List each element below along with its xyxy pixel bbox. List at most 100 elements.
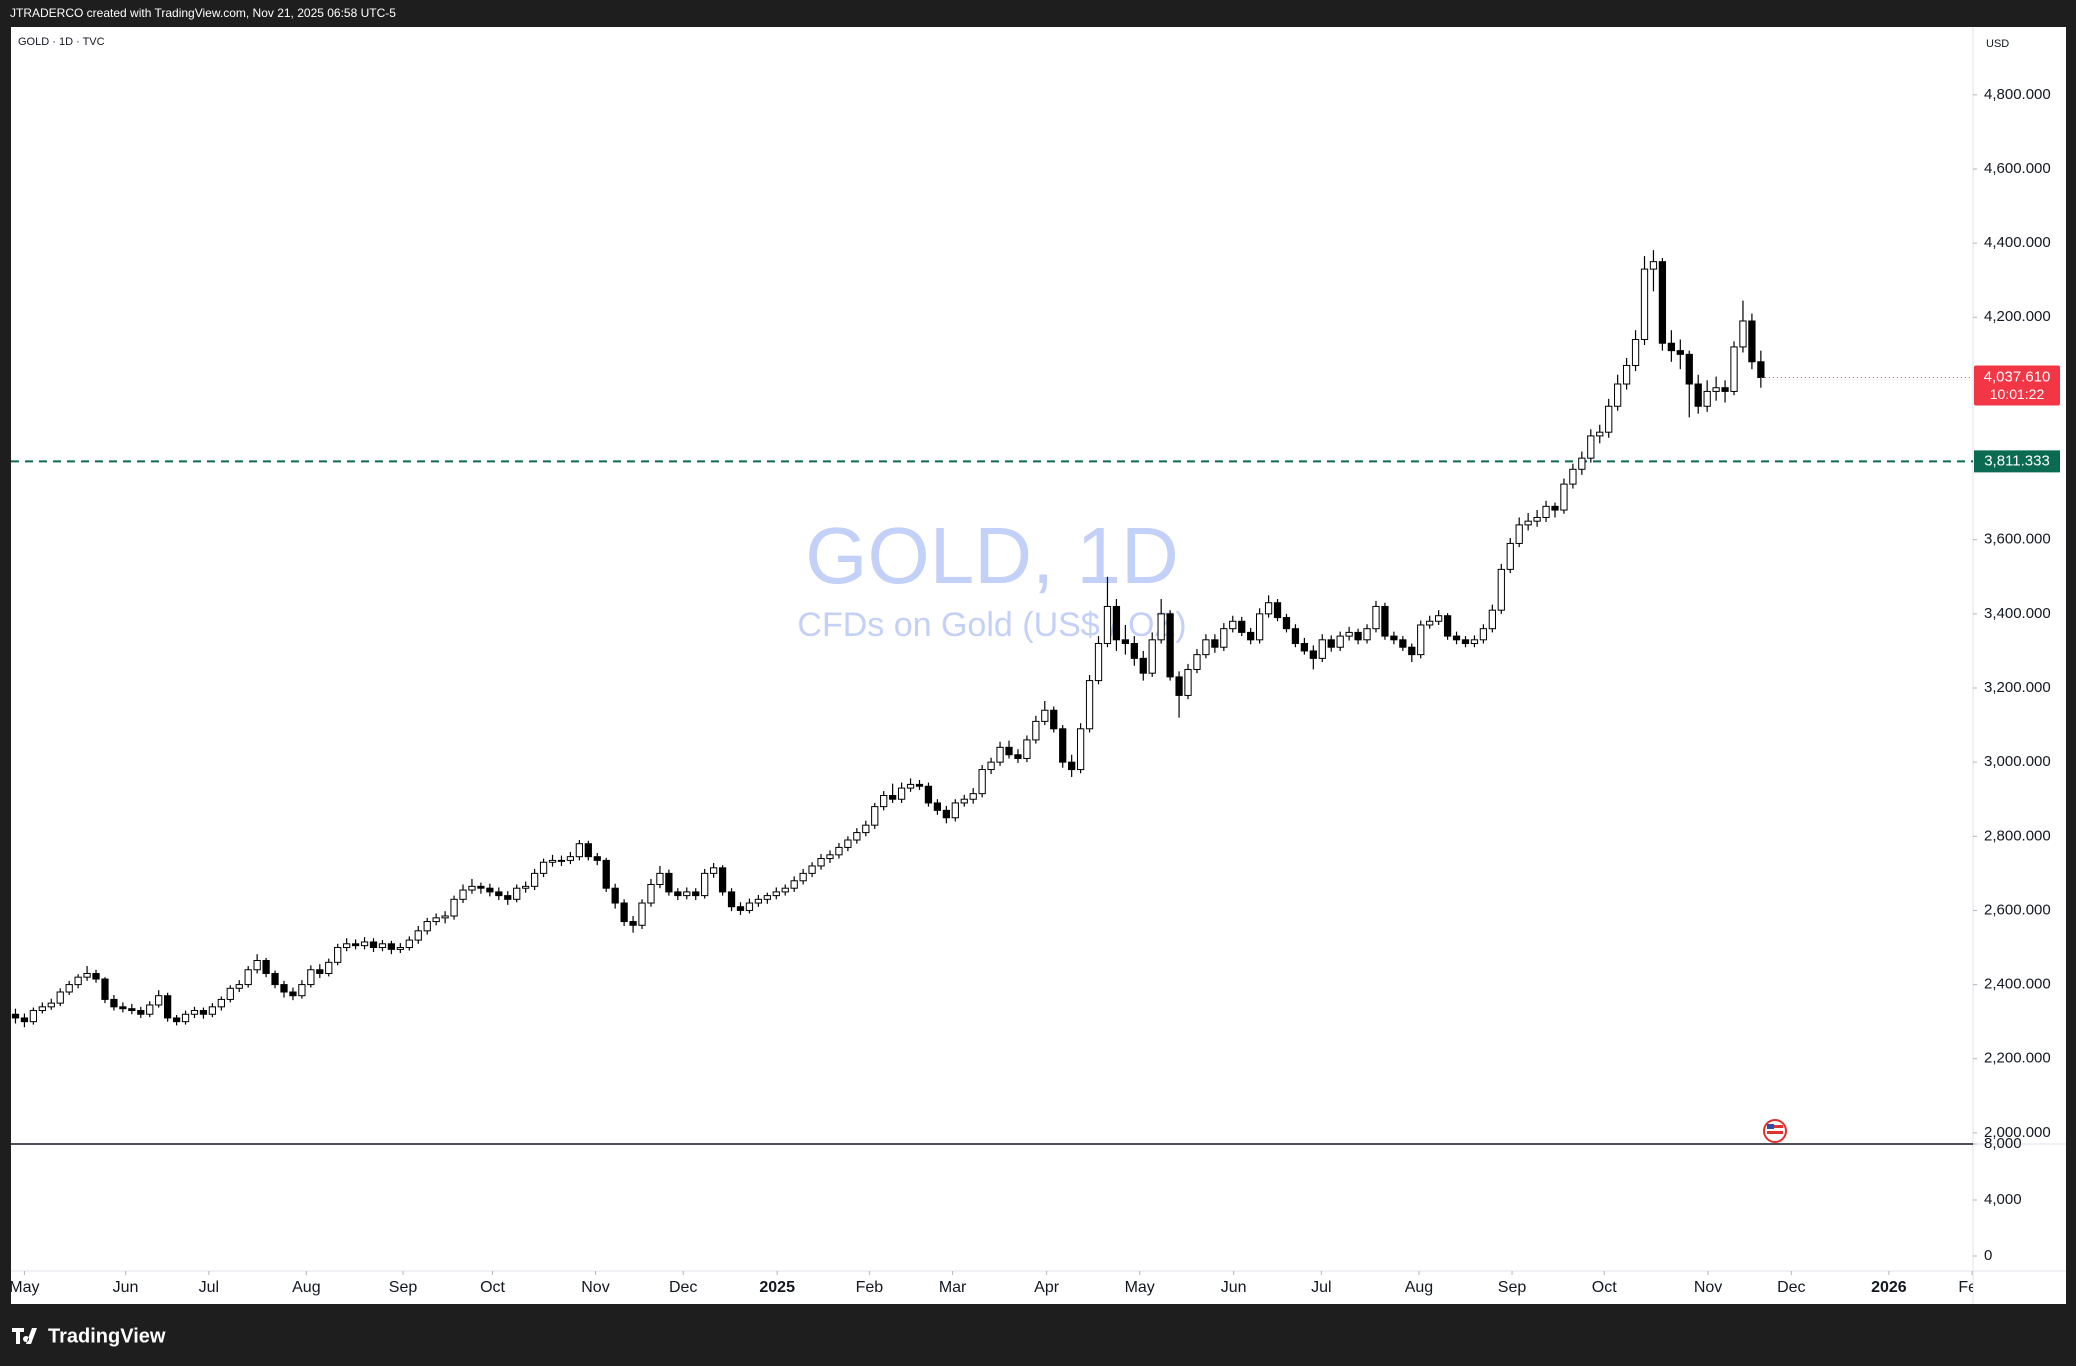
candle-body bbox=[486, 887, 494, 893]
candle-body bbox=[38, 1006, 46, 1012]
candle-body bbox=[20, 1017, 29, 1023]
candle-body bbox=[674, 891, 682, 897]
candle-body bbox=[1712, 387, 1720, 392]
candle-body bbox=[772, 891, 780, 897]
candle-body bbox=[74, 976, 82, 986]
candle-body bbox=[1569, 468, 1577, 485]
candle-body bbox=[1372, 605, 1380, 630]
candle-body bbox=[369, 941, 378, 949]
candle-body bbox=[1345, 631, 1353, 637]
candle-body bbox=[1748, 320, 1756, 363]
x-tick-label: May bbox=[9, 1279, 39, 1296]
candle-body bbox=[1578, 457, 1586, 470]
candle-body bbox=[745, 902, 754, 911]
candle-body bbox=[1139, 657, 1147, 674]
time-axis: May Jun Jul Aug Sep Oct Nov Dec 2025 Feb Mar Apr May… bbox=[9, 1271, 1973, 1296]
volume-axis: 8,000 4,000 0 bbox=[1973, 1135, 2022, 1264]
candle-body bbox=[146, 1004, 154, 1015]
x-tick-label: Oct bbox=[1592, 1279, 1617, 1296]
candle-body bbox=[280, 984, 288, 993]
candle-body bbox=[978, 769, 986, 795]
x-tick-label: 2025 bbox=[759, 1279, 795, 1296]
candle-body bbox=[137, 1010, 145, 1015]
candle-body bbox=[1587, 435, 1595, 459]
candle-body bbox=[1202, 639, 1210, 656]
candle-body bbox=[906, 783, 915, 789]
candle-body bbox=[343, 943, 351, 949]
candle-body bbox=[602, 859, 610, 889]
candle-body bbox=[1399, 639, 1407, 648]
x-tick-label: Jul bbox=[1311, 1279, 1331, 1296]
candle-body bbox=[83, 972, 91, 978]
candle-body bbox=[1667, 342, 1675, 352]
candle-body bbox=[1685, 353, 1693, 385]
candle-body bbox=[190, 1010, 199, 1015]
candle-body bbox=[1184, 668, 1192, 696]
candle-body bbox=[1157, 613, 1165, 641]
x-tick-label: Nov bbox=[1694, 1279, 1722, 1296]
candle-body bbox=[1739, 320, 1747, 348]
candle-body bbox=[316, 969, 324, 974]
candle-body bbox=[29, 1010, 38, 1023]
candle-body bbox=[960, 798, 968, 804]
x-tick-label: Dec bbox=[1777, 1279, 1805, 1296]
candle-body bbox=[351, 943, 360, 947]
candle-body bbox=[477, 885, 485, 889]
candle-body bbox=[495, 891, 503, 897]
last-price-box bbox=[1974, 365, 2060, 406]
x-tick-label: Apr bbox=[1034, 1279, 1060, 1296]
candle-body bbox=[924, 785, 933, 804]
candle-body bbox=[1596, 431, 1604, 437]
candle-body bbox=[665, 872, 673, 893]
candle-body bbox=[217, 998, 225, 1008]
candle-body bbox=[1076, 728, 1085, 771]
candle-body bbox=[262, 959, 270, 974]
candle-body bbox=[1327, 639, 1335, 648]
candle-body bbox=[996, 746, 1004, 763]
y-tick-label: 4,600.000 bbox=[1984, 160, 2051, 177]
candle-body bbox=[1730, 346, 1738, 392]
candle-body bbox=[1515, 524, 1523, 544]
candle-body bbox=[1426, 620, 1434, 626]
candle-body bbox=[307, 969, 315, 986]
candle-body bbox=[1658, 261, 1667, 344]
candle-body bbox=[56, 991, 64, 1004]
y-tick-label: 2,200.000 bbox=[1984, 1050, 2051, 1067]
candle-body bbox=[271, 972, 279, 986]
candle-body bbox=[871, 806, 879, 826]
candle-body bbox=[1255, 613, 1264, 641]
candle-body bbox=[727, 891, 736, 908]
candle-body bbox=[1121, 639, 1129, 645]
y2-tick-label: 4,000 bbox=[1984, 1191, 2022, 1208]
candle-body bbox=[1059, 728, 1067, 763]
candle-body bbox=[1524, 520, 1532, 526]
candle-body bbox=[647, 883, 655, 904]
candle-body bbox=[951, 802, 959, 819]
candle-body bbox=[835, 846, 843, 856]
candle-body bbox=[709, 867, 718, 874]
x-tick-label: Sep bbox=[1498, 1279, 1527, 1296]
candle-body bbox=[423, 921, 431, 932]
candle-body bbox=[620, 902, 628, 923]
candle-body bbox=[1533, 516, 1541, 522]
candle-body bbox=[11, 1013, 20, 1019]
candle-body bbox=[1363, 628, 1371, 641]
x-tick-label: Aug bbox=[292, 1279, 320, 1296]
candle-body bbox=[1417, 624, 1425, 656]
y-tick-label: 3,000.000 bbox=[1984, 753, 2051, 770]
candle-body bbox=[1282, 617, 1291, 630]
candle-body bbox=[450, 898, 458, 917]
flag-icon[interactable] bbox=[1763, 1119, 1787, 1143]
candle-body bbox=[244, 969, 252, 986]
y-tick-label: 2,800.000 bbox=[1984, 827, 2051, 844]
candle-body bbox=[683, 891, 691, 897]
candle-body bbox=[1094, 643, 1103, 682]
candle-body bbox=[1264, 602, 1273, 615]
x-tick-label: Jun bbox=[1221, 1279, 1247, 1296]
candle-body bbox=[1041, 709, 1049, 722]
candle-body bbox=[101, 978, 109, 1000]
candle-body bbox=[1336, 635, 1344, 648]
candle-body bbox=[933, 802, 942, 811]
chart-area bbox=[11, 27, 2066, 1304]
candle-body bbox=[575, 843, 584, 858]
